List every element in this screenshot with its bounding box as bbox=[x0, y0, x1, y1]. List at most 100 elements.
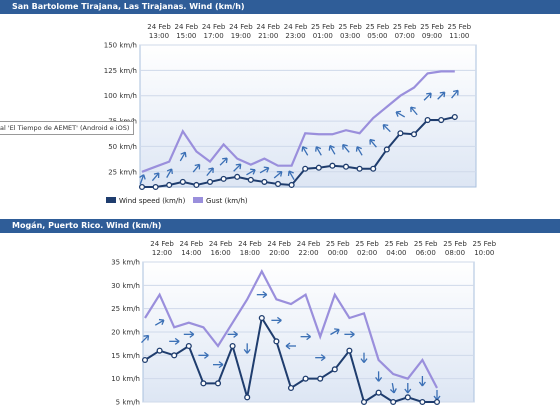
wind-direction-arrow bbox=[227, 330, 238, 338]
wind-speed-point bbox=[346, 347, 353, 354]
svg-text:25 Feb: 25 Feb bbox=[311, 23, 335, 31]
wind-direction-arrow bbox=[451, 89, 459, 99]
legend-swatch-gust bbox=[193, 197, 203, 203]
wind-direction-arrow bbox=[342, 143, 350, 153]
svg-text:17:00: 17:00 bbox=[204, 32, 224, 40]
wind-direction-arrow bbox=[410, 106, 418, 116]
wind-speed-point bbox=[419, 398, 426, 406]
wind-direction-arrow bbox=[355, 146, 363, 156]
wind-speed-point bbox=[229, 342, 236, 350]
chart-2-title: Mogán, Puerto Rico. Wind (km/h) bbox=[0, 219, 560, 233]
svg-text:25 Feb: 25 Feb bbox=[393, 23, 417, 31]
wind-speed-point bbox=[397, 130, 404, 137]
wind-speed-point bbox=[200, 380, 207, 387]
wind-direction-arrow bbox=[246, 168, 256, 176]
wind-speed-point bbox=[258, 314, 265, 322]
wind-direction-arrow bbox=[287, 170, 295, 180]
wind-speed-point bbox=[141, 356, 149, 364]
wind-speed-point bbox=[329, 162, 336, 169]
wind-speed-point bbox=[390, 398, 397, 406]
svg-text:24 Feb: 24 Feb bbox=[297, 240, 321, 248]
svg-text:24 Feb: 24 Feb bbox=[209, 240, 233, 248]
wind-speed-point bbox=[356, 165, 363, 172]
svg-text:00:00: 00:00 bbox=[328, 249, 348, 257]
y-tick-label: 25 km/h bbox=[111, 305, 140, 313]
tooltip-text: al 'El Tiempo de AEMET' (Android e iOS) bbox=[0, 121, 135, 135]
wind-direction-arrow bbox=[198, 351, 209, 359]
y-tick-label: 30 km/h bbox=[111, 282, 140, 290]
wind-direction-arrow bbox=[206, 167, 214, 177]
svg-text:25 Feb: 25 Feb bbox=[414, 240, 438, 248]
svg-text:22:00: 22:00 bbox=[298, 249, 318, 257]
svg-text:25 Feb: 25 Feb bbox=[385, 240, 409, 248]
y-tick-label: 5 km/h bbox=[116, 399, 140, 407]
gust-line bbox=[141, 70, 455, 173]
wind-direction-arrow bbox=[141, 334, 150, 343]
wind-direction-arrow bbox=[315, 354, 326, 362]
wind-speed-point bbox=[247, 176, 254, 183]
svg-text:24 Feb: 24 Feb bbox=[180, 240, 204, 248]
wind-direction-arrow bbox=[233, 163, 242, 172]
wind-direction-arrow bbox=[344, 330, 355, 338]
wind-direction-arrow bbox=[301, 146, 309, 156]
wind-direction-arrow bbox=[389, 382, 397, 394]
wind-speed-point bbox=[220, 175, 227, 182]
svg-text:16:00: 16:00 bbox=[211, 249, 231, 257]
wind-direction-arrow bbox=[271, 316, 282, 324]
svg-text:24 Feb: 24 Feb bbox=[238, 240, 262, 248]
chart-1-title: San Bartolome Tirajana, Las Tirajanas. W… bbox=[0, 0, 560, 14]
legend-swatch-wind bbox=[106, 197, 116, 203]
wind-speed-point bbox=[206, 178, 214, 185]
wind-speed-point bbox=[179, 178, 186, 185]
svg-text:09:00: 09:00 bbox=[422, 32, 442, 40]
wind-speed-point bbox=[317, 375, 324, 382]
legend: Wind speed (km/h) Gust (km/h) bbox=[106, 197, 248, 205]
svg-text:23:00: 23:00 bbox=[285, 32, 305, 40]
wind-speed-point bbox=[193, 181, 200, 189]
y-tick-label: 125 km/h bbox=[104, 67, 137, 75]
wind-direction-arrow bbox=[395, 110, 406, 118]
svg-text:20:00: 20:00 bbox=[269, 249, 289, 257]
wind-speed-point bbox=[244, 394, 251, 401]
y-tick-label: 35 km/h bbox=[111, 259, 140, 267]
svg-text:24 Feb: 24 Feb bbox=[256, 23, 280, 31]
wind-speed-point bbox=[234, 173, 241, 180]
wind-direction-arrow bbox=[151, 172, 160, 182]
y-tick-label: 150 km/h bbox=[104, 42, 137, 50]
wind-speed-point bbox=[185, 342, 192, 350]
wind-speed-point bbox=[171, 352, 178, 359]
wind-speed-point bbox=[315, 164, 322, 171]
svg-text:25 Feb: 25 Feb bbox=[338, 23, 362, 31]
svg-text:10:00: 10:00 bbox=[474, 249, 494, 257]
svg-text:24 Feb: 24 Feb bbox=[284, 23, 308, 31]
svg-text:04:00: 04:00 bbox=[386, 249, 406, 257]
wind-direction-arrow bbox=[166, 168, 173, 178]
wind-speed-point bbox=[302, 375, 309, 382]
wind-speed-point bbox=[331, 366, 338, 373]
y-tick-label: 10 km/h bbox=[111, 375, 140, 383]
wind-speed-point bbox=[451, 113, 458, 121]
wind-direction-arrow bbox=[285, 342, 296, 350]
wind-direction-arrow bbox=[183, 330, 195, 338]
svg-text:24 Feb: 24 Feb bbox=[229, 23, 253, 31]
wind-direction-arrow bbox=[423, 92, 432, 101]
svg-text:25 Feb: 25 Feb bbox=[473, 240, 497, 248]
svg-text:24 Feb: 24 Feb bbox=[147, 23, 171, 31]
svg-text:24 Feb: 24 Feb bbox=[202, 23, 226, 31]
wind-direction-arrow bbox=[300, 333, 311, 341]
wind-direction-arrow bbox=[375, 371, 383, 382]
svg-text:25 Feb: 25 Feb bbox=[443, 240, 467, 248]
wind-speed-point bbox=[433, 398, 441, 406]
